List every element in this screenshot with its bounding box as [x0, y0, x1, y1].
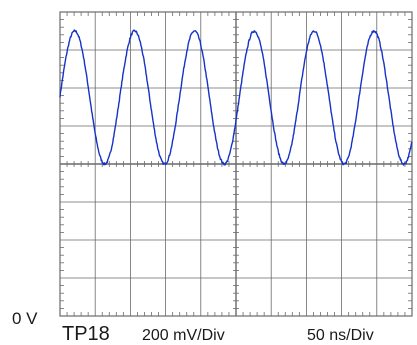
waveform-trace-layer: [59, 29, 413, 166]
ground-level-marker: 0 V: [12, 309, 38, 328]
probe-label: TP18: [62, 323, 110, 345]
vertical-scale-label: 200 mV/Div: [142, 327, 225, 344]
time-scale-label: 50 ns/Div: [307, 327, 374, 344]
waveform-trace: [59, 29, 413, 166]
